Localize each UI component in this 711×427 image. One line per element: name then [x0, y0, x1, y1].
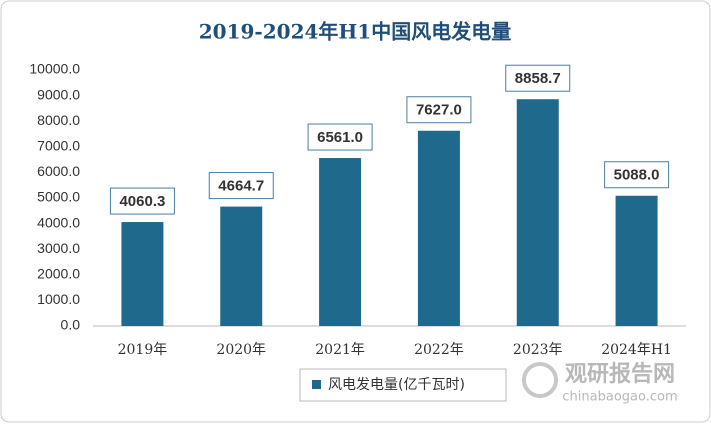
y-tick-label: 6000.0	[37, 163, 80, 179]
y-tick-label: 5000.0	[37, 189, 80, 205]
watermark-logo	[522, 362, 558, 398]
x-tick-label: 2022年	[414, 342, 464, 358]
bar	[417, 130, 460, 326]
value-label-box	[109, 187, 175, 215]
y-tick-label: 0.0	[61, 317, 81, 333]
x-tick-label: 2021年	[315, 342, 365, 358]
watermark-name: 观研报告网	[565, 362, 675, 387]
y-tick-label: 10000.0	[29, 61, 80, 77]
legend-label: 风电发电量(亿千瓦时)	[328, 377, 465, 393]
y-tick-label: 7000.0	[37, 138, 80, 154]
value-label: 7627.0	[416, 102, 462, 119]
chart-title: 2019-2024年H1中国风电发电量	[199, 20, 511, 44]
x-tick-label: 2020年	[216, 342, 266, 358]
x-tick-label: 2024年H1	[601, 342, 672, 358]
value-label-box	[604, 161, 670, 189]
bar	[220, 206, 263, 326]
bar	[121, 222, 164, 326]
value-label-box	[208, 172, 274, 200]
legend-box	[299, 368, 507, 402]
value-label: 5088.0	[614, 167, 660, 184]
value-label: 8858.7	[515, 70, 561, 87]
value-label-box	[406, 96, 472, 124]
y-tick-label: 4000.0	[37, 214, 80, 230]
y-tick-label: 1000.0	[37, 291, 80, 307]
watermark-url: chinabaogao.com	[562, 390, 677, 405]
bar	[516, 99, 559, 326]
bar	[615, 195, 658, 326]
value-label: 4060.3	[119, 193, 165, 210]
value-label-box	[505, 64, 571, 92]
legend-swatch	[312, 380, 321, 389]
x-tick-label: 2019年	[118, 342, 168, 358]
bar	[319, 158, 362, 326]
y-tick-label: 2000.0	[37, 266, 80, 282]
y-tick-label: 9000.0	[37, 86, 80, 102]
y-tick-label: 3000.0	[37, 240, 80, 256]
value-label: 6561.0	[317, 129, 363, 146]
x-tick-label: 2023年	[513, 342, 563, 358]
value-label: 4664.7	[218, 178, 264, 195]
value-label-box	[307, 123, 373, 151]
y-tick-label: 8000.0	[37, 112, 80, 128]
